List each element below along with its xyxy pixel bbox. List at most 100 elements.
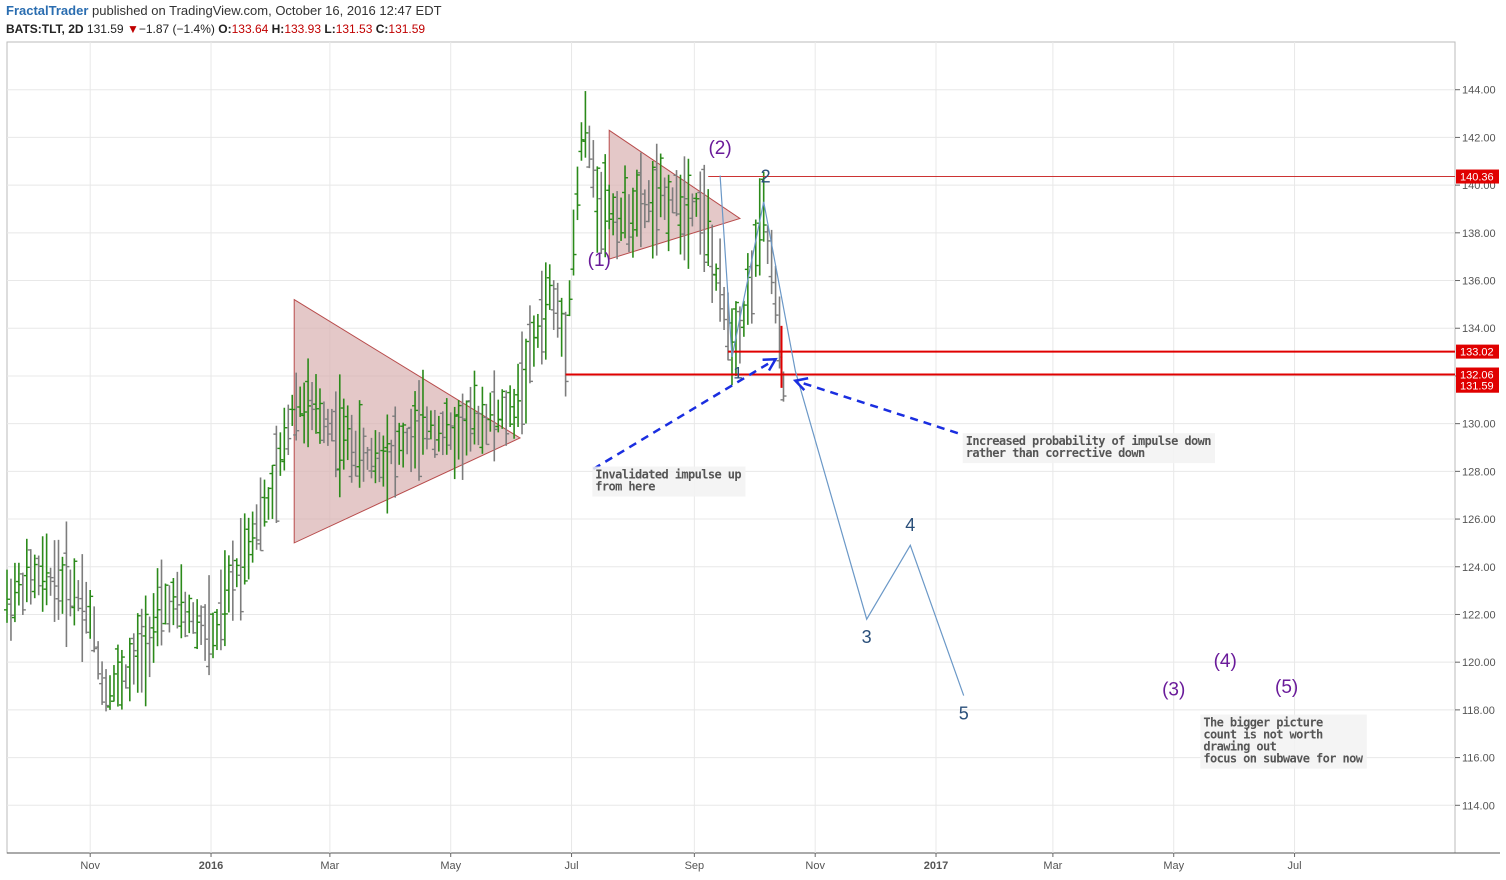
- ohlc-bar: [471, 370, 478, 445]
- ohlc-bar: [7, 578, 14, 641]
- ohlc-bar: [614, 191, 621, 260]
- ohlc-bar: [166, 585, 173, 633]
- ohlc-bar: [388, 439, 395, 465]
- ohlc-bar: [261, 479, 268, 527]
- annotation-text: The bigger picture: [1203, 716, 1323, 730]
- ohlc-bar: [324, 408, 331, 446]
- ohlc-bar: [320, 401, 327, 444]
- ohlc-bar: [35, 555, 42, 596]
- ohlc-bar: [71, 558, 78, 626]
- annotation-text: rather than corrective down: [966, 446, 1145, 460]
- ohlc-bar: [39, 536, 46, 612]
- last-price: 131.59: [86, 22, 124, 36]
- ohlc-bar: [574, 166, 581, 221]
- ohlc-bar: [669, 187, 676, 214]
- ohlc-bar: [416, 380, 423, 481]
- ohlc-bar: [566, 280, 573, 317]
- price-tag-box: [1456, 367, 1499, 382]
- ohlc-bar: [23, 538, 30, 603]
- ohlc-bar: [118, 649, 125, 710]
- ohlc-bar: [582, 91, 589, 158]
- ohlc-bar: [380, 435, 387, 487]
- publish-info: FractalTrader published on TradingView.c…: [6, 3, 442, 18]
- ohlc-bar: [475, 405, 482, 446]
- ohlc-bar: [210, 612, 217, 659]
- ohlc-bar: [75, 580, 82, 612]
- ohlc-bar: [150, 593, 157, 663]
- ohlc-bar: [649, 160, 656, 259]
- ohlc-bar: [233, 558, 240, 588]
- ohlc-bar: [170, 578, 177, 626]
- ohlc-bar: [142, 595, 149, 707]
- ohlc-bar: [340, 398, 347, 470]
- ohlc-bar: [51, 540, 58, 622]
- ohlc-bar: [701, 164, 708, 273]
- ohlc-bar: [198, 605, 205, 645]
- ohlc-bar: [110, 665, 117, 702]
- ohlc-bar: [154, 568, 161, 647]
- price-tag-box: [1456, 344, 1499, 359]
- ohlc-bar: [376, 432, 383, 483]
- ohlc-bar: [697, 171, 704, 255]
- ohlc-bar: [313, 374, 320, 434]
- y-tick-label: 124.00: [1462, 562, 1496, 574]
- x-tick-label: Nov: [805, 860, 825, 872]
- ohlc-bar: [483, 403, 490, 446]
- ohlc-bar: [15, 562, 22, 606]
- ohlc-bar: [419, 369, 426, 455]
- ohlc-bar: [107, 675, 114, 710]
- ohlc-bar: [661, 177, 668, 220]
- ohlc-bar: [27, 549, 34, 605]
- ohlc-bar: [360, 427, 367, 482]
- ohlc-bar: [562, 311, 569, 397]
- author-link[interactable]: FractalTrader: [6, 3, 89, 18]
- ohlc-bar: [225, 555, 232, 613]
- ohlc-bar: [507, 385, 514, 428]
- ohlc-bar: [316, 388, 323, 444]
- dashed-arrow: [592, 358, 777, 471]
- ohlc-bar: [95, 641, 102, 680]
- ohlc-bar: [717, 238, 724, 322]
- ohlc-bar: [273, 425, 280, 524]
- y-tick-label: 114.00: [1462, 800, 1495, 812]
- ohlc-bar: [657, 153, 664, 218]
- ohlc-bar: [384, 414, 391, 514]
- ohlc-bar: [285, 404, 292, 456]
- wave-count-path: [719, 175, 965, 696]
- y-tick-label: 118.00: [1462, 705, 1495, 717]
- ohlc-bar: [542, 262, 549, 360]
- ohlc-bar: [487, 392, 494, 432]
- ohlc-bar: [103, 669, 110, 712]
- wave-label: (1): [588, 250, 611, 271]
- open-label: O:: [218, 22, 232, 36]
- ohlc-bar: [511, 388, 518, 439]
- ohlc-bar: [114, 644, 121, 707]
- annotation-text: from here: [595, 480, 655, 494]
- ohlc-bar: [146, 616, 153, 678]
- dashed-arrow: [794, 379, 959, 435]
- ohlc-bar: [519, 331, 526, 435]
- ohlc-bar: [594, 166, 601, 253]
- ohlc-bar: [768, 229, 775, 295]
- ohlc-bar: [368, 437, 375, 479]
- ohlc-bar: [689, 193, 696, 227]
- ohlc-bar: [213, 609, 220, 651]
- ohlc-bar: [629, 187, 636, 258]
- ohlc-bar: [653, 143, 660, 256]
- open-value: 133.64: [231, 22, 269, 36]
- y-tick-label: 116.00: [1462, 753, 1495, 765]
- ohlc-bar: [693, 192, 700, 217]
- ohlc-bar: [503, 390, 510, 446]
- annotation-box: [592, 466, 746, 497]
- ohlc-bar: [162, 583, 169, 625]
- ohlc-bar: [412, 391, 419, 469]
- ohlc-bar: [63, 521, 70, 648]
- ohlc-bar: [237, 517, 244, 621]
- wave-label: (3): [1162, 680, 1185, 701]
- ohlc-bar: [332, 391, 339, 478]
- ohlc-bar: [364, 446, 371, 470]
- ohlc-bar: [47, 567, 54, 596]
- wave-label: 3: [862, 627, 872, 647]
- price-tag-label: 131.59: [1460, 381, 1494, 393]
